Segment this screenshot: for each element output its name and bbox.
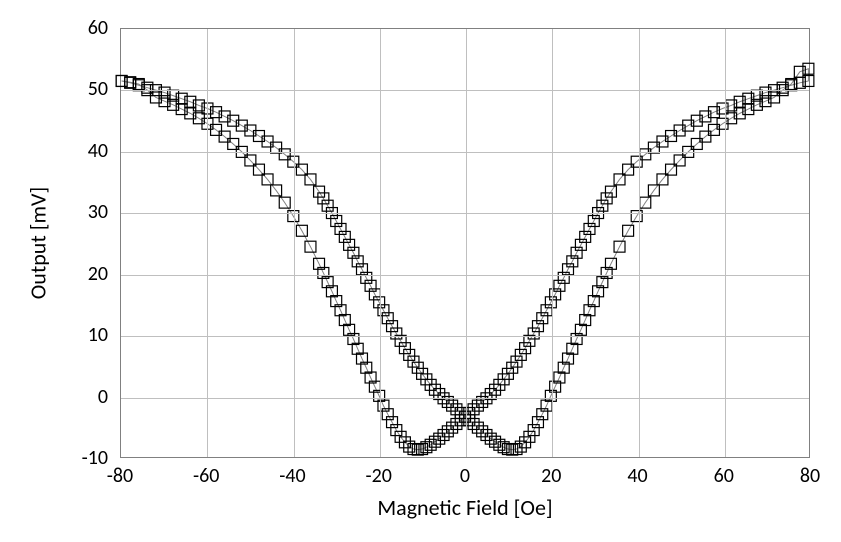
series-line (122, 69, 809, 450)
data-markers (121, 29, 809, 457)
gridline-h (121, 275, 809, 276)
plot-area (120, 28, 810, 458)
x-axis-label: Magnetic Field [Oe] (377, 494, 552, 521)
x-tick-label: 80 (800, 464, 820, 488)
gridline-h (121, 213, 809, 214)
x-tick-label: -40 (279, 464, 305, 488)
gridline-v (725, 29, 726, 457)
gridline-v (466, 29, 467, 457)
gridline-v (380, 29, 381, 457)
gridline-h (121, 336, 809, 337)
x-tick-label: -20 (366, 464, 392, 488)
gridline-h (121, 398, 809, 399)
gridline-h (121, 90, 809, 91)
gridline-v (552, 29, 553, 457)
y-axis-label: Output [mV] (25, 187, 52, 300)
gridline-v (207, 29, 208, 457)
x-tick-label: 20 (541, 464, 561, 488)
x-tick-label: -80 (107, 464, 133, 488)
gridline-h (121, 152, 809, 153)
x-tick-label: 60 (714, 464, 734, 488)
x-tick-label: 40 (627, 464, 647, 488)
gridline-v (294, 29, 295, 457)
gridline-v (639, 29, 640, 457)
x-tick-label: -60 (193, 464, 219, 488)
figure: -80-60-40-20020406080 -100102030405060 M… (0, 0, 841, 542)
x-tick-label: 0 (460, 464, 470, 488)
